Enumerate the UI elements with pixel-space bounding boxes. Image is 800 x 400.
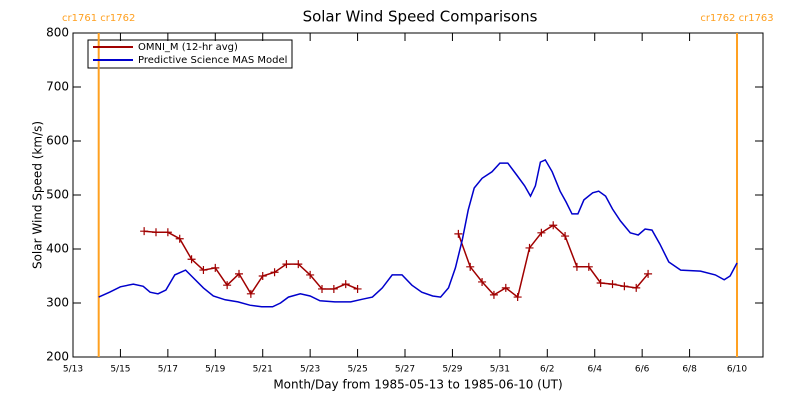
data-point xyxy=(596,279,605,288)
data-point xyxy=(466,262,475,271)
data-point xyxy=(235,269,244,278)
data-point xyxy=(140,227,149,236)
data-point xyxy=(152,228,161,237)
data-point xyxy=(175,234,184,243)
legend-label: Predictive Science MAS Model xyxy=(138,55,287,66)
x-tick-label: 5/17 xyxy=(158,365,178,375)
data-point xyxy=(584,262,593,271)
y-axis-label: Solar Wind Speed (km/s) xyxy=(31,121,45,269)
x-tick-label: 5/19 xyxy=(205,365,225,375)
data-point xyxy=(561,232,570,241)
data-point xyxy=(537,228,546,237)
data-point xyxy=(246,289,255,298)
data-point xyxy=(163,228,172,237)
data-point xyxy=(525,243,534,252)
y-tick-label: 200 xyxy=(46,350,69,364)
x-tick-label: 6/10 xyxy=(727,365,747,375)
x-tick-label: 5/15 xyxy=(110,365,130,375)
y-tick-label: 400 xyxy=(46,242,69,256)
x-tick-label: 5/29 xyxy=(442,365,462,375)
x-tick-label: 5/13 xyxy=(63,365,83,375)
data-point xyxy=(258,272,267,280)
data-point xyxy=(489,290,498,299)
data-point xyxy=(318,284,327,293)
x-tick-label: 6/4 xyxy=(587,365,602,375)
annotation: cr1761 cr1762 xyxy=(62,13,135,24)
x-tick-label: 5/21 xyxy=(253,365,273,375)
data-point xyxy=(211,263,220,272)
chart-title: Solar Wind Speed Comparisons xyxy=(303,8,538,26)
data-point xyxy=(353,284,362,293)
data-point xyxy=(454,229,463,238)
x-tick-label: 6/8 xyxy=(682,365,697,375)
data-point xyxy=(513,293,522,302)
annotation: cr1762 cr1763 xyxy=(700,13,773,24)
data-point xyxy=(223,281,232,290)
data-point xyxy=(199,266,208,275)
data-point xyxy=(282,260,291,269)
data-point xyxy=(549,221,558,230)
data-point xyxy=(632,283,641,292)
y-tick-label: 500 xyxy=(46,188,69,202)
x-tick-label: 5/25 xyxy=(347,365,367,375)
legend-box xyxy=(87,39,293,69)
y-tick-label: 300 xyxy=(46,296,69,310)
x-tick-label: 6/6 xyxy=(635,365,650,375)
data-point xyxy=(187,255,196,264)
x-axis-label: Month/Day from 1985-05-13 to 1985-06-10 … xyxy=(273,378,562,392)
legend-label: OMNI_M (12-hr avg) xyxy=(138,42,238,53)
x-tick-label: 5/31 xyxy=(490,365,510,375)
y-tick-label: 600 xyxy=(46,134,69,148)
data-point xyxy=(608,280,617,289)
data-point xyxy=(341,280,350,289)
data-point xyxy=(478,277,487,286)
data-point xyxy=(644,269,653,278)
x-tick-label: 5/23 xyxy=(300,365,320,375)
y-tick-label: 800 xyxy=(46,26,69,40)
data-point xyxy=(501,283,510,292)
data-point xyxy=(620,282,629,291)
series-line xyxy=(98,158,738,308)
y-tick-label: 700 xyxy=(46,80,69,94)
data-point xyxy=(270,268,279,277)
data-point xyxy=(329,284,338,293)
x-tick-label: 5/27 xyxy=(395,365,415,375)
data-point xyxy=(294,260,303,269)
data-point xyxy=(572,262,581,271)
x-tick-label: 6/2 xyxy=(540,365,554,375)
data-point xyxy=(306,270,315,279)
